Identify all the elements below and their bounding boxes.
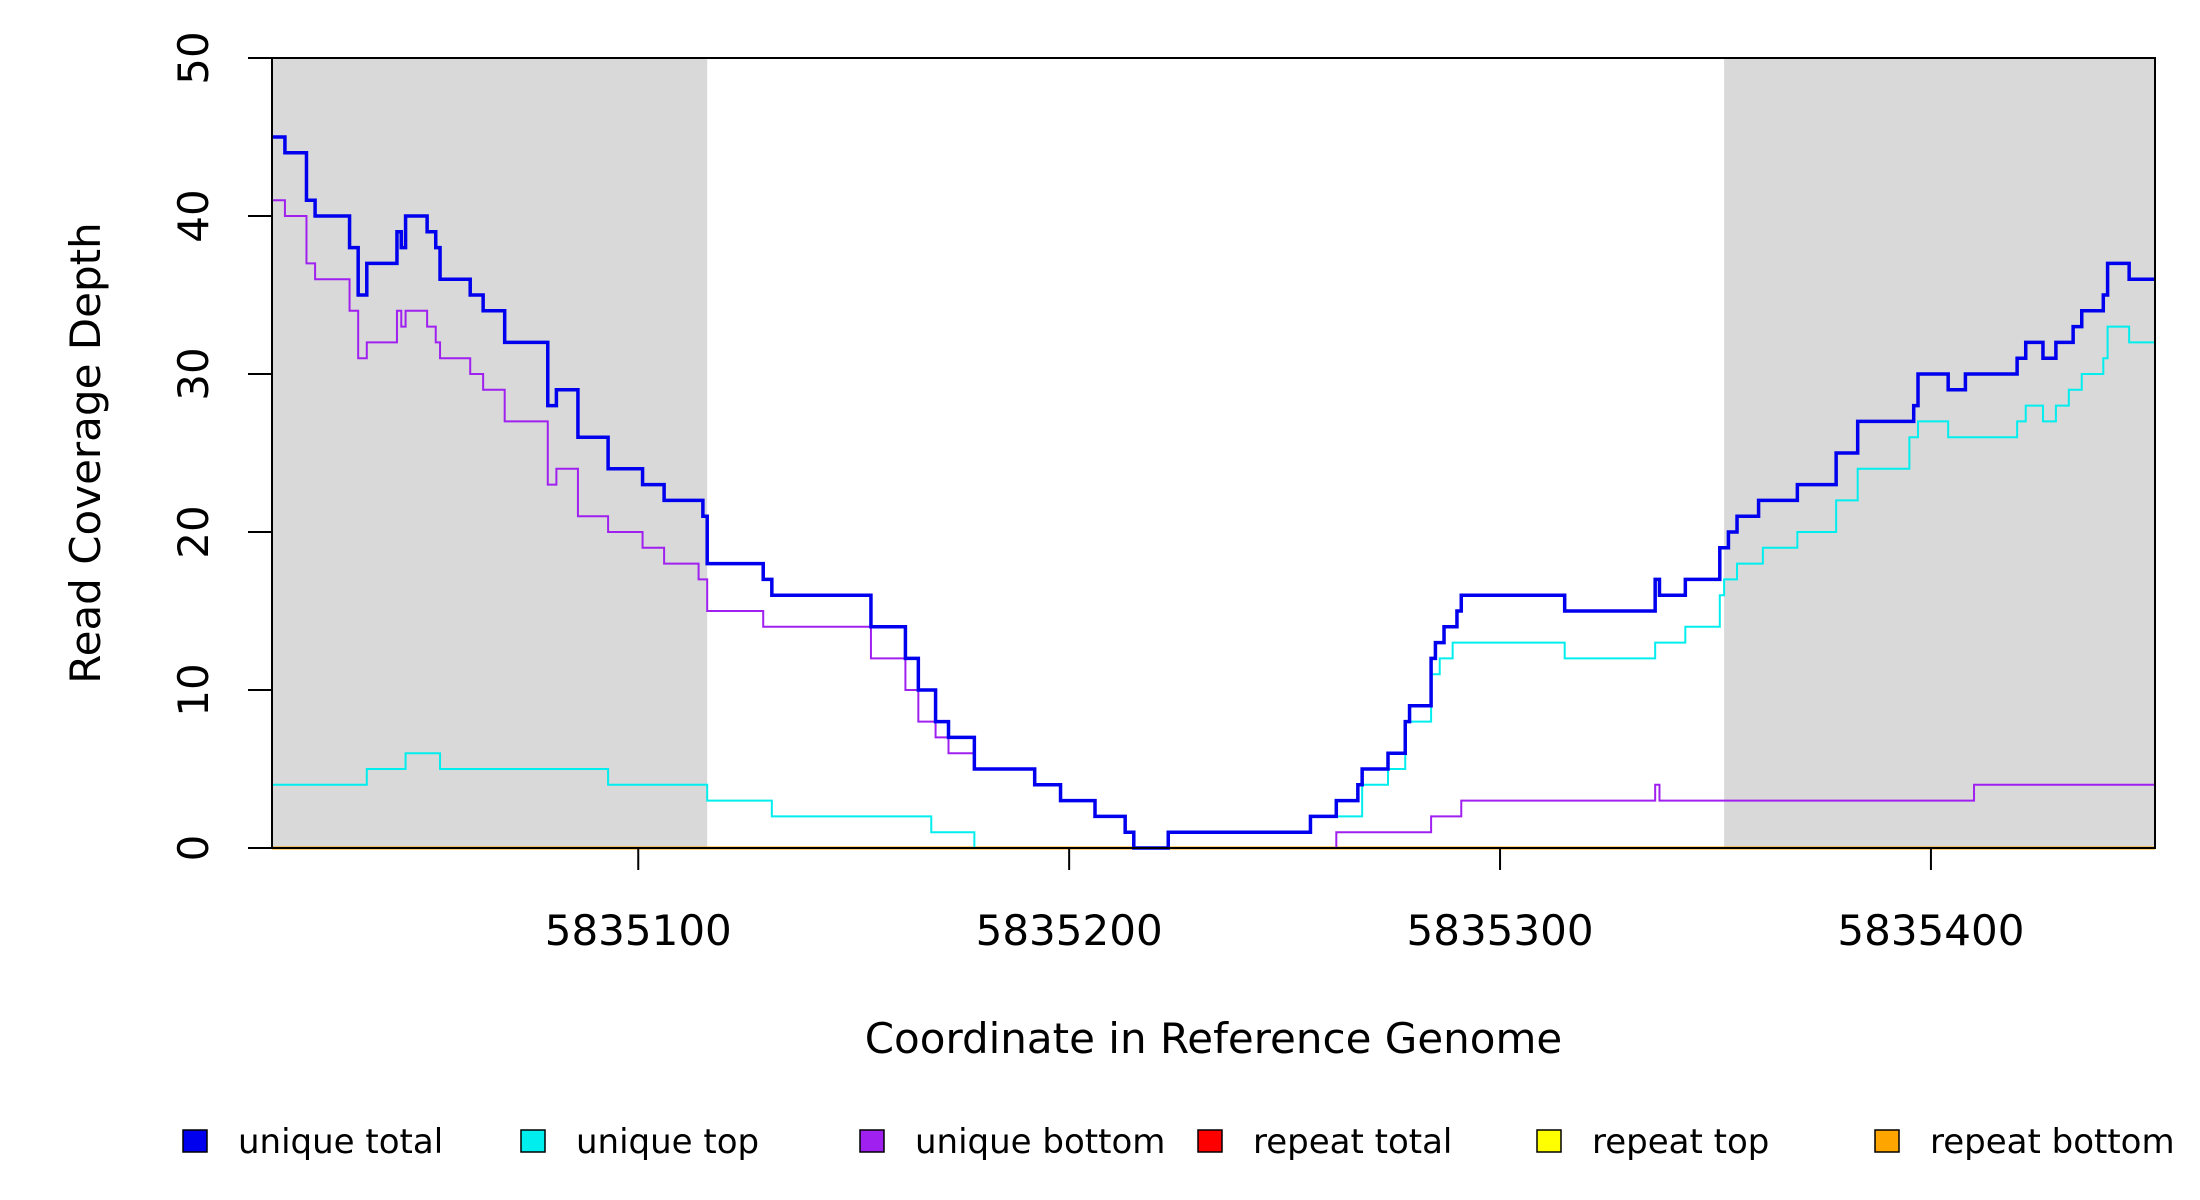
- series-unique-total: [272, 135, 2155, 850]
- y-tick-label-10: 10: [169, 663, 218, 716]
- y-axis-title: Read Coverage Depth: [61, 222, 110, 683]
- x-axis-title: Coordinate in Reference Genome: [865, 1014, 1563, 1063]
- y-tick-label-40: 40: [169, 189, 218, 242]
- y-tick-label-0: 0: [169, 835, 218, 862]
- x-axis: 5835100 5835200 5835300 5835400: [545, 848, 2024, 955]
- legend-label-unique-bottom: unique bottom: [915, 1122, 1165, 1162]
- x-tick-label-5835200: 5835200: [976, 906, 1163, 955]
- shaded-regions: [272, 58, 2155, 848]
- legend-swatch-unique-top: [520, 1129, 546, 1153]
- legend-swatch-unique-total: [182, 1129, 208, 1153]
- series-unique-top: [272, 325, 2155, 849]
- legend-label-unique-total: unique total: [238, 1122, 443, 1162]
- legend-label-repeat-bottom: repeat bottom: [1930, 1122, 2175, 1162]
- y-tick-label-30: 30: [169, 347, 218, 400]
- legend-label-unique-top: unique top: [576, 1122, 759, 1162]
- x-tick-label-5835300: 5835300: [1407, 906, 1594, 955]
- legend-swatch-repeat-top: [1536, 1129, 1562, 1153]
- legend: unique total unique top unique bottom repea…: [182, 1122, 2175, 1162]
- y-tick-label-20: 20: [169, 505, 218, 558]
- x-tick-label-5835400: 5835400: [1837, 906, 2024, 955]
- shaded-region-1: [272, 58, 708, 848]
- x-tick-label-5835100: 5835100: [545, 906, 732, 955]
- legend-label-repeat-top: repeat top: [1592, 1122, 1769, 1162]
- shaded-region-2: [1724, 58, 2155, 848]
- legend-swatch-repeat-bottom: [1874, 1129, 1900, 1153]
- legend-swatch-unique-bottom: [859, 1129, 885, 1153]
- y-tick-label-50: 50: [169, 31, 218, 84]
- legend-swatch-repeat-total: [1197, 1129, 1223, 1153]
- y-axis: 0 10 20 30 40 50: [169, 31, 273, 862]
- legend-label-repeat-total: repeat total: [1253, 1122, 1452, 1162]
